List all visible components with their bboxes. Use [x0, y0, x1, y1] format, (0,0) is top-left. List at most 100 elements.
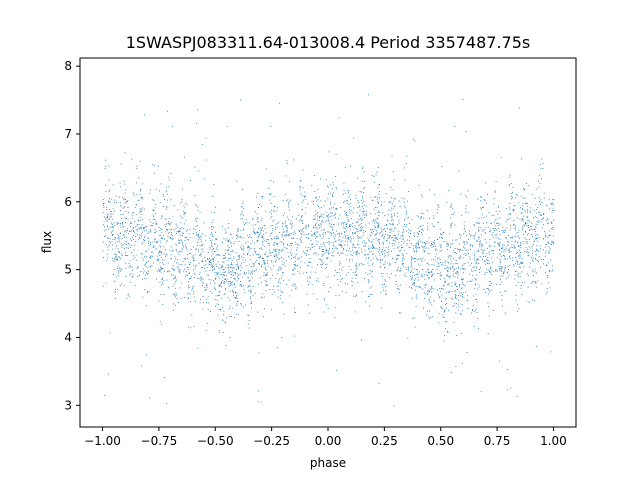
data-point [415, 246, 417, 248]
data-point [335, 240, 337, 242]
data-point [162, 283, 164, 285]
data-point [143, 264, 145, 266]
data-point [513, 266, 515, 267]
data-point [319, 259, 321, 260]
data-point [515, 257, 517, 258]
data-point [242, 306, 244, 308]
data-point [165, 226, 166, 227]
data-point [196, 245, 198, 247]
data-point [188, 273, 190, 274]
data-point [214, 242, 216, 244]
data-point [490, 281, 492, 283]
data-point [364, 186, 365, 188]
data-point [196, 231, 197, 233]
data-point [171, 267, 173, 269]
data-point [365, 243, 367, 245]
data-point [346, 274, 348, 276]
data-point [441, 288, 443, 290]
data-point [242, 256, 244, 258]
data-points [102, 94, 555, 407]
data-point [389, 200, 391, 202]
data-point [463, 297, 465, 299]
data-point [444, 261, 446, 263]
data-point [184, 257, 186, 259]
data-point [170, 199, 172, 201]
data-point [248, 315, 250, 316]
data-point [231, 237, 233, 239]
data-point [198, 239, 199, 241]
data-point [169, 217, 171, 219]
data-point [465, 250, 467, 252]
data-point [273, 249, 275, 251]
data-point [541, 202, 543, 203]
data-point [502, 254, 504, 256]
data-point [465, 291, 467, 293]
data-point [544, 232, 546, 234]
data-point [371, 286, 373, 288]
data-point [121, 283, 122, 285]
data-point [145, 266, 147, 268]
data-point [311, 235, 313, 237]
data-point [485, 255, 486, 257]
data-point [155, 221, 157, 223]
data-point [209, 270, 211, 271]
data-point [222, 242, 223, 243]
data-point [228, 247, 230, 248]
data-point [505, 311, 507, 313]
data-point [137, 224, 139, 225]
data-point [215, 277, 217, 279]
data-point [479, 269, 480, 270]
data-point [393, 200, 394, 202]
data-point [241, 285, 243, 287]
data-point [323, 214, 325, 216]
data-point [311, 266, 313, 268]
data-point [226, 278, 228, 280]
data-point [379, 190, 380, 192]
data-point [164, 199, 165, 200]
data-point [161, 215, 163, 217]
data-point [263, 275, 265, 277]
data-point [445, 304, 446, 306]
data-point [201, 244, 203, 246]
data-point [197, 236, 199, 238]
data-point [115, 256, 117, 258]
data-point [393, 179, 395, 181]
data-point [543, 192, 545, 194]
data-point [382, 241, 384, 243]
data-point [479, 244, 480, 246]
data-point [517, 303, 518, 305]
data-point [202, 260, 204, 262]
data-point [382, 233, 384, 235]
data-point [278, 278, 280, 280]
data-point [117, 289, 118, 291]
data-point [419, 239, 421, 241]
data-point [132, 270, 133, 271]
data-point [498, 237, 499, 239]
data-point [152, 247, 154, 248]
data-point [285, 225, 287, 226]
data-point [392, 171, 394, 173]
data-point [348, 226, 350, 227]
data-point [511, 197, 513, 198]
data-point [349, 194, 351, 196]
data-point [381, 234, 383, 236]
data-point [391, 155, 393, 157]
data-point [185, 246, 187, 248]
data-point [270, 233, 272, 234]
data-point [493, 198, 495, 200]
data-point [423, 217, 425, 219]
data-point [421, 245, 423, 247]
data-point [386, 273, 388, 275]
data-point [523, 266, 525, 268]
data-point [505, 238, 507, 240]
data-point [122, 226, 124, 228]
data-point [500, 267, 502, 269]
data-point [320, 214, 322, 216]
data-point [381, 307, 383, 309]
data-point [470, 248, 471, 250]
data-point [252, 286, 254, 287]
data-point [413, 232, 415, 234]
data-point [114, 239, 116, 241]
data-point [449, 266, 451, 268]
data-point [338, 243, 340, 245]
